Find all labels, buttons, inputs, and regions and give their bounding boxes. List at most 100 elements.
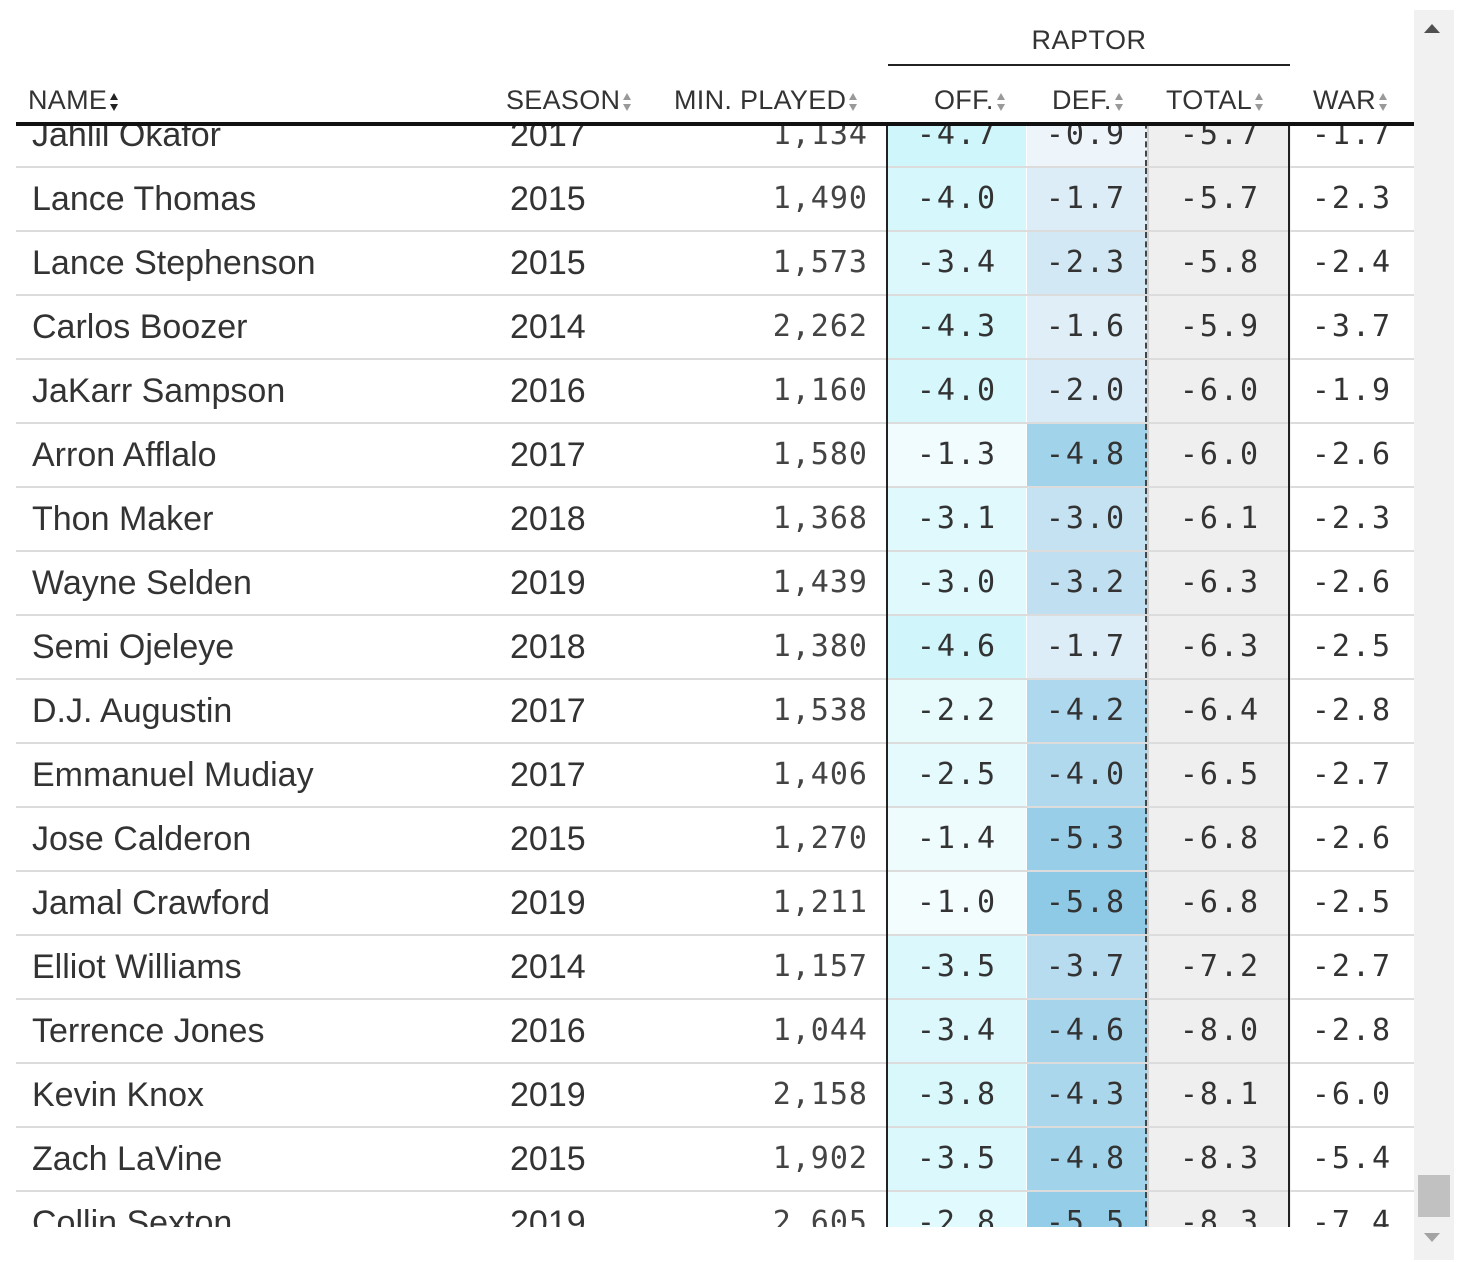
column-header-season[interactable]: SEASON [506, 82, 632, 118]
player-name: Semi Ojeleye [32, 628, 235, 666]
table-row: Lance Thomas 2015 1,490 -4.0 -1.7 -5.7 -2.3 [16, 168, 1414, 232]
arrow-up-icon[interactable] [1424, 24, 1440, 33]
table-row: Thon Maker 2018 1,368 -3.1 -3.0 -6.1 -2.3 [16, 488, 1414, 552]
off-raptor-cell: -2.2 [888, 680, 1026, 742]
player-name: Collin Sexton [32, 1204, 233, 1227]
def-raptor-cell: -5.3 [1027, 808, 1147, 870]
off-raptor-cell: -2.8 [888, 1192, 1026, 1227]
total-raptor-cell: -7.2 [1147, 936, 1291, 998]
season-cell: 2017 [510, 756, 586, 794]
table-row: Emmanuel Mudiay 2017 1,406 -2.5 -4.0 -6.5 -2.7 [16, 744, 1414, 808]
off-raptor-cell: -4.6 [888, 616, 1026, 678]
arrow-down-icon[interactable] [1424, 1233, 1440, 1242]
minutes-played-cell: 2,605 [772, 1205, 868, 1227]
total-raptor-cell: -6.3 [1147, 552, 1291, 614]
table-row: Arron Afflalo 2017 1,580 -1.3 -4.8 -6.0 -2.6 [16, 424, 1414, 488]
table-row: Jose Calderon 2015 1,270 -1.4 -5.3 -6.8 -2.6 [16, 808, 1414, 872]
season-cell: 2014 [510, 308, 586, 346]
war-left-divider [1288, 126, 1290, 1227]
player-name: Arron Afflalo [32, 436, 217, 474]
def-raptor-cell: -3.7 [1027, 936, 1147, 998]
column-header-war[interactable]: WAR [1313, 82, 1388, 118]
player-name: Wayne Selden [32, 564, 252, 602]
minutes-played-cell: 1,580 [772, 437, 868, 472]
season-cell: 2017 [510, 436, 586, 474]
off-raptor-cell: -4.7 [888, 126, 1026, 166]
column-header-def[interactable]: DEF. [1052, 82, 1124, 118]
player-name: Lance Thomas [32, 180, 257, 218]
war-cell: -3.7 [1311, 309, 1393, 344]
war-cell: -6.0 [1311, 1077, 1393, 1112]
minutes-played-cell: 1,538 [772, 693, 868, 728]
season-cell: 2016 [510, 372, 586, 410]
war-cell: -2.8 [1311, 1013, 1393, 1048]
table-row: Jahlil Okafor 2017 1,134 -4.7 -0.9 -5.7 -1.7 [16, 126, 1414, 168]
off-raptor-cell: -3.1 [888, 488, 1026, 550]
minutes-played-cell: 1,044 [772, 1013, 868, 1048]
def-raptor-cell: -3.2 [1027, 552, 1147, 614]
war-cell: -1.9 [1311, 373, 1393, 408]
sort-icon [848, 91, 858, 113]
def-raptor-cell: -3.0 [1027, 488, 1147, 550]
minutes-played-cell: 2,262 [772, 309, 868, 344]
sort-icon [1254, 91, 1264, 113]
season-cell: 2017 [510, 126, 586, 154]
total-raptor-cell: -6.8 [1147, 872, 1291, 934]
def-raptor-cell: -4.8 [1027, 1128, 1147, 1190]
table-body: Jahlil Okafor 2017 1,134 -4.7 -0.9 -5.7 -1.7 La… [16, 126, 1414, 1227]
season-cell: 2014 [510, 948, 586, 986]
season-cell: 2018 [510, 500, 586, 538]
war-cell: -2.4 [1311, 245, 1393, 280]
total-raptor-cell: -5.9 [1147, 296, 1291, 358]
player-name: Elliot Williams [32, 948, 242, 986]
war-cell: -2.6 [1311, 437, 1393, 472]
column-header-season-label: SEASON [506, 85, 621, 115]
season-cell: 2019 [510, 564, 586, 602]
player-name: D.J. Augustin [32, 692, 233, 730]
def-raptor-cell: -4.0 [1027, 744, 1147, 806]
table-header: NAME SEASON MIN. PLAYED OFF. DEF. TOTAL … [16, 74, 1414, 126]
player-name: Carlos Boozer [32, 308, 248, 346]
minutes-played-cell: 1,134 [772, 126, 868, 152]
season-cell: 2018 [510, 628, 586, 666]
def-raptor-cell: -1.7 [1027, 616, 1147, 678]
def-raptor-cell: -0.9 [1027, 126, 1147, 166]
minutes-played-cell: 1,380 [772, 629, 868, 664]
sort-icon [996, 91, 1006, 113]
def-raptor-cell: -4.3 [1027, 1064, 1147, 1126]
off-raptor-cell: -4.0 [888, 360, 1026, 422]
column-header-name[interactable]: NAME [28, 82, 119, 118]
war-cell: -2.5 [1311, 629, 1393, 664]
off-raptor-cell: -3.5 [888, 936, 1026, 998]
total-raptor-cell: -6.4 [1147, 680, 1291, 742]
column-header-total[interactable]: TOTAL [1166, 82, 1264, 118]
minutes-played-cell: 1,406 [772, 757, 868, 792]
player-name: Jamal Crawford [32, 884, 271, 922]
player-name: Terrence Jones [32, 1012, 265, 1050]
total-raptor-cell: -6.0 [1147, 424, 1291, 486]
off-raptor-cell: -4.0 [888, 168, 1026, 230]
total-raptor-cell: -6.8 [1147, 808, 1291, 870]
player-name: Thon Maker [32, 500, 214, 538]
off-raptor-cell: -3.4 [888, 232, 1026, 294]
total-raptor-cell: -5.7 [1147, 168, 1291, 230]
table-row: Elliot Williams 2014 1,157 -3.5 -3.7 -7.2 -2.7 [16, 936, 1414, 1000]
scrollbar-thumb[interactable] [1418, 1175, 1450, 1217]
player-name: Zach LaVine [32, 1140, 223, 1178]
column-header-min-played-label: MIN. PLAYED [674, 85, 847, 115]
column-header-off[interactable]: OFF. [934, 82, 1006, 118]
minutes-played-cell: 1,439 [772, 565, 868, 600]
def-raptor-cell: -5.8 [1027, 872, 1147, 934]
minutes-played-cell: 1,160 [772, 373, 868, 408]
total-raptor-cell: -8.3 [1147, 1128, 1291, 1190]
off-raptor-cell: -3.5 [888, 1128, 1026, 1190]
vertical-scrollbar[interactable] [1414, 10, 1454, 1260]
column-header-min-played[interactable]: MIN. PLAYED [674, 82, 858, 118]
def-raptor-cell: -4.8 [1027, 424, 1147, 486]
player-name: Lance Stephenson [32, 244, 316, 282]
season-cell: 2015 [510, 244, 586, 282]
war-cell: -2.3 [1311, 501, 1393, 536]
minutes-played-cell: 1,573 [772, 245, 868, 280]
table-rows: Jahlil Okafor 2017 1,134 -4.7 -0.9 -5.7 -1.7 La… [16, 126, 1414, 1227]
